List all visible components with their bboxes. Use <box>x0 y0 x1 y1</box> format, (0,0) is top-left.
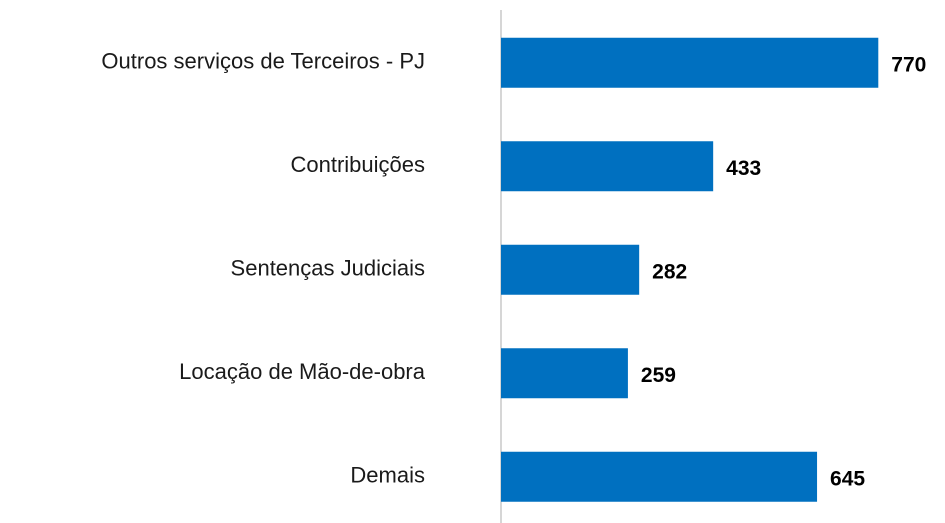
bar <box>501 37 879 88</box>
category-label: Outros serviços de Terceiros - PJ <box>101 49 425 74</box>
category-label: Locação de Mão-de-obra <box>179 359 426 384</box>
value-label: 433 <box>726 157 761 180</box>
category-label: Contribuições <box>290 152 425 177</box>
category-label: Sentenças Judiciais <box>231 256 425 281</box>
value-label: 282 <box>652 260 687 283</box>
value-label: 645 <box>830 467 865 490</box>
bar <box>501 244 640 295</box>
value-label: 259 <box>641 364 676 387</box>
category-label: Demais <box>350 463 425 488</box>
bar <box>501 141 714 192</box>
value-label: 770 <box>891 53 926 76</box>
bar <box>501 348 628 399</box>
bar <box>501 451 818 502</box>
